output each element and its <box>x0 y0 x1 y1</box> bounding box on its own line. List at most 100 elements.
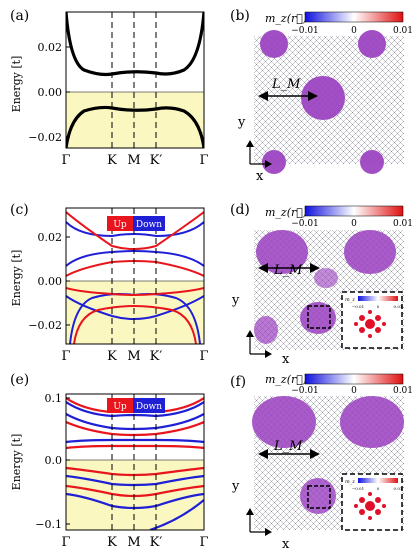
legend-up-e <box>107 398 133 413</box>
legend-up-c <box>107 216 133 231</box>
colorbar-d <box>304 205 404 217</box>
occupied-fill-a <box>66 92 204 148</box>
xtick-c-m: M <box>127 349 140 364</box>
ytick-e-top: 0.1 <box>45 392 63 405</box>
legend-down-label-c: Down <box>136 220 162 230</box>
cbar-tick-f-zero: 0 <box>351 386 357 396</box>
down-band-c-2 <box>66 250 204 267</box>
scale-label-f: L_M <box>273 439 303 454</box>
panel-label-d: (d) <box>230 202 250 218</box>
ylabel-c: Energy [t] <box>10 250 23 307</box>
magnetization-map-b: (b) m_z(r⃗) −0.01 0 0.01 L_M y x <box>230 8 413 184</box>
band-panel-a: (a) 0.02 0.00 −0.02 Energy [t] Γ K M K′ … <box>10 8 209 168</box>
down-band-e-3 <box>66 438 204 444</box>
cbar-tick-d-min: −0.01 <box>291 219 319 229</box>
ylabel-a: Energy [t] <box>10 56 23 113</box>
xtick-e-gamma1: Γ <box>61 535 70 550</box>
inset-cbar-tick-f-min: −0.01 <box>352 486 364 491</box>
moire-spots-b <box>260 30 386 174</box>
magnetization-map-f: (f) m_z(r⃗) −0.01 0 0.01 L_M m_z −0.01 0… <box>230 373 413 552</box>
ytick-a-top: 0.02 <box>38 41 63 54</box>
zoom-box-d <box>307 305 331 329</box>
x-axis-label-b: x <box>256 169 264 184</box>
inset-label-d: m_z <box>345 297 355 303</box>
cbar-tick-b-min: −0.01 <box>291 26 319 36</box>
y-arrow-f <box>246 508 254 515</box>
xtick-c-gamma2: Γ <box>199 349 208 364</box>
x-axis-label-f: x <box>282 537 290 552</box>
scale-label-d: L_M <box>273 263 303 278</box>
xtick-c-kp: K′ <box>150 349 163 364</box>
band-panel-e: (e) Up Down 0.1 0.0 −0.1 Energ <box>10 372 209 550</box>
xtick-a-k: K <box>107 153 117 168</box>
xtick-c-gamma1: Γ <box>61 349 70 364</box>
legend-up-label-c: Up <box>113 220 127 230</box>
magnetization-map-d: (d) m_z(r⃗) −0.01 0 0.01 L_M m_z −0.01 0… <box>230 202 413 367</box>
ytick-c-top: 0.02 <box>38 231 63 244</box>
inset-spins-d <box>354 310 386 338</box>
panel-label-c: (c) <box>10 202 29 218</box>
x-arrow-f <box>265 528 272 536</box>
inset-cbar-tick-d-zero: 0 <box>377 304 380 309</box>
inset-cbar-tick-f-zero: 0 <box>377 486 380 491</box>
axes-frame-c <box>65 207 205 345</box>
inset-cbar-tick-f-max: 0.01 <box>394 486 403 491</box>
xtick-c-k: K <box>107 349 117 364</box>
xtick-e-k: K <box>107 535 117 550</box>
legend-down-c <box>133 216 165 231</box>
cbar-tick-f-max: 0.01 <box>393 386 413 396</box>
up-band-c-3 <box>66 287 204 296</box>
xtick-a-kp: K′ <box>150 153 163 168</box>
xtick-a-gamma2: Γ <box>199 153 208 168</box>
ytick-e-bot: −0.1 <box>35 518 62 531</box>
x-arrow-b <box>265 160 272 168</box>
down-band-e-6 <box>149 499 204 530</box>
x-arrow-d <box>265 350 272 358</box>
up-band-c-2 <box>66 260 204 277</box>
xtick-a-gamma1: Γ <box>61 153 70 168</box>
legend-up-label-e: Up <box>113 402 127 412</box>
y-arrow-b <box>246 140 254 147</box>
legend-down-e <box>133 398 165 413</box>
panel-label-a: (a) <box>10 8 29 24</box>
ytick-c-bot: −0.02 <box>28 319 62 332</box>
ytick-c-mid: 0.00 <box>38 275 63 288</box>
cbar-title-b: m_z(r⃗) <box>265 12 307 25</box>
axes-frame-a <box>65 11 205 149</box>
ylabel-e: Energy [t] <box>10 434 23 491</box>
y-arrow-d <box>246 330 254 337</box>
inset-label-f: m_z <box>345 479 355 485</box>
xtick-e-kp: K′ <box>150 535 163 550</box>
inset-cbar-tick-d-max: 0.01 <box>394 304 403 309</box>
y-axis-label-b: y <box>237 115 246 130</box>
cbar-tick-d-zero: 0 <box>351 219 357 229</box>
band-panel-c: (c) Up Down 0.02 0.00 −0.02 Energy [t] Γ… <box>10 202 209 364</box>
zoom-box-f <box>307 485 331 509</box>
down-band-e-2 <box>66 413 204 431</box>
panel-label-b: (b) <box>230 8 250 24</box>
inset-cbar-d <box>358 296 398 301</box>
ytick-a-mid: 0.00 <box>38 86 63 99</box>
panel-label-f: (f) <box>230 374 246 390</box>
axes-frame-e <box>65 393 205 531</box>
y-axis-label-d: y <box>231 293 240 308</box>
xtick-a-m: M <box>127 153 140 168</box>
inset-spins-f <box>354 492 386 520</box>
xtick-e-m: M <box>127 535 140 550</box>
panel-label-e: (e) <box>10 372 29 388</box>
colorbar-f <box>304 373 404 385</box>
ytick-e-mid: 0.0 <box>45 454 63 467</box>
cbar-tick-f-min: −0.01 <box>291 386 319 396</box>
up-band-e-3 <box>66 444 204 450</box>
inset-cbar-tick-d-min: −0.01 <box>352 304 364 309</box>
up-band-c-4 <box>73 304 197 344</box>
valence-band-a <box>66 105 204 148</box>
moire-spots-f <box>252 396 404 514</box>
occupied-fill-c <box>66 281 204 344</box>
xtick-e-gamma2: Γ <box>199 535 208 550</box>
ytick-a-bot: −0.02 <box>28 131 62 144</box>
cbar-title-f: m_z(r⃗) <box>265 373 307 386</box>
scale-label-b: L_M <box>271 77 301 92</box>
y-axis-label-f: y <box>231 479 240 494</box>
